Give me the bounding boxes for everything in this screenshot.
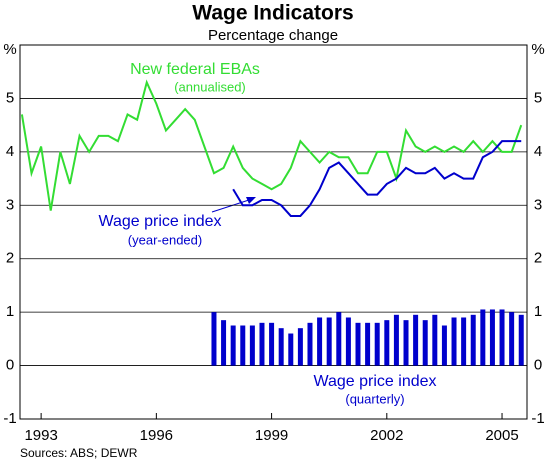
x-tick-label: 2005: [485, 427, 518, 444]
annotation: Wage price index: [313, 373, 436, 390]
bar: [451, 317, 457, 366]
bar: [345, 317, 351, 366]
y2-tick-label: 1: [534, 303, 542, 320]
bar: [326, 317, 332, 366]
y2-axis-label: %: [531, 41, 544, 58]
y-tick-label: 0: [6, 357, 14, 374]
bar: [307, 322, 313, 366]
bar: [355, 322, 361, 366]
bar: [221, 320, 227, 366]
y-tick-label: 2: [6, 250, 14, 267]
line: [20, 79, 523, 211]
x-tick-label: 1993: [24, 427, 57, 444]
y-axis-label: %: [3, 41, 16, 58]
x-tick-label: 1999: [255, 427, 288, 444]
bar: [240, 325, 246, 366]
y-tick-label: 4: [6, 143, 14, 160]
y2-tick-label: 3: [534, 196, 542, 213]
annotation: (quarterly): [345, 391, 404, 406]
line: [232, 140, 522, 217]
chart-title: Wage Indicators: [192, 2, 353, 25]
bar: [403, 320, 409, 366]
x-tick-label: 2002: [370, 427, 403, 444]
annotation: (annualised): [174, 79, 246, 94]
bar: [461, 317, 467, 366]
bar: [259, 322, 265, 366]
bar: [384, 320, 390, 366]
annotation: New federal EBAs: [130, 61, 260, 78]
bar: [441, 325, 447, 366]
bar: [211, 312, 217, 366]
chart-subtitle: Percentage change: [208, 27, 338, 44]
bar: [336, 312, 342, 366]
bar: [393, 314, 399, 366]
bar: [278, 328, 284, 366]
plot-border: [19, 44, 528, 420]
y-tick-label: 5: [6, 89, 14, 106]
bar: [432, 314, 438, 366]
y2-tick-label: 4: [534, 143, 542, 160]
y2-tick-label: 5: [534, 89, 542, 106]
y2-tick-label: 2: [534, 250, 542, 267]
bar: [499, 309, 505, 366]
bar: [518, 314, 524, 366]
y2-tick-label: -1: [531, 410, 544, 427]
bar: [413, 314, 419, 366]
bar: [317, 317, 323, 366]
bar: [365, 322, 371, 366]
bar: [297, 328, 303, 366]
bar: [374, 322, 380, 366]
y-tick-label: -1: [3, 410, 16, 427]
y-tick-label: 3: [6, 196, 14, 213]
source: Sources: ABS; DEWR: [20, 446, 138, 460]
annotation: Wage price index: [98, 213, 221, 230]
bar: [509, 312, 515, 366]
y-tick-label: 1: [6, 303, 14, 320]
x-tick-label: 1996: [140, 427, 173, 444]
bar: [470, 314, 476, 366]
bar: [288, 333, 294, 366]
bar: [230, 325, 236, 366]
bar: [480, 309, 486, 366]
y2-tick-label: 0: [534, 357, 542, 374]
bar: [489, 309, 495, 366]
bar: [249, 325, 255, 366]
annotation: (year-ended): [128, 232, 202, 247]
bar: [269, 322, 275, 366]
bar: [422, 320, 428, 366]
